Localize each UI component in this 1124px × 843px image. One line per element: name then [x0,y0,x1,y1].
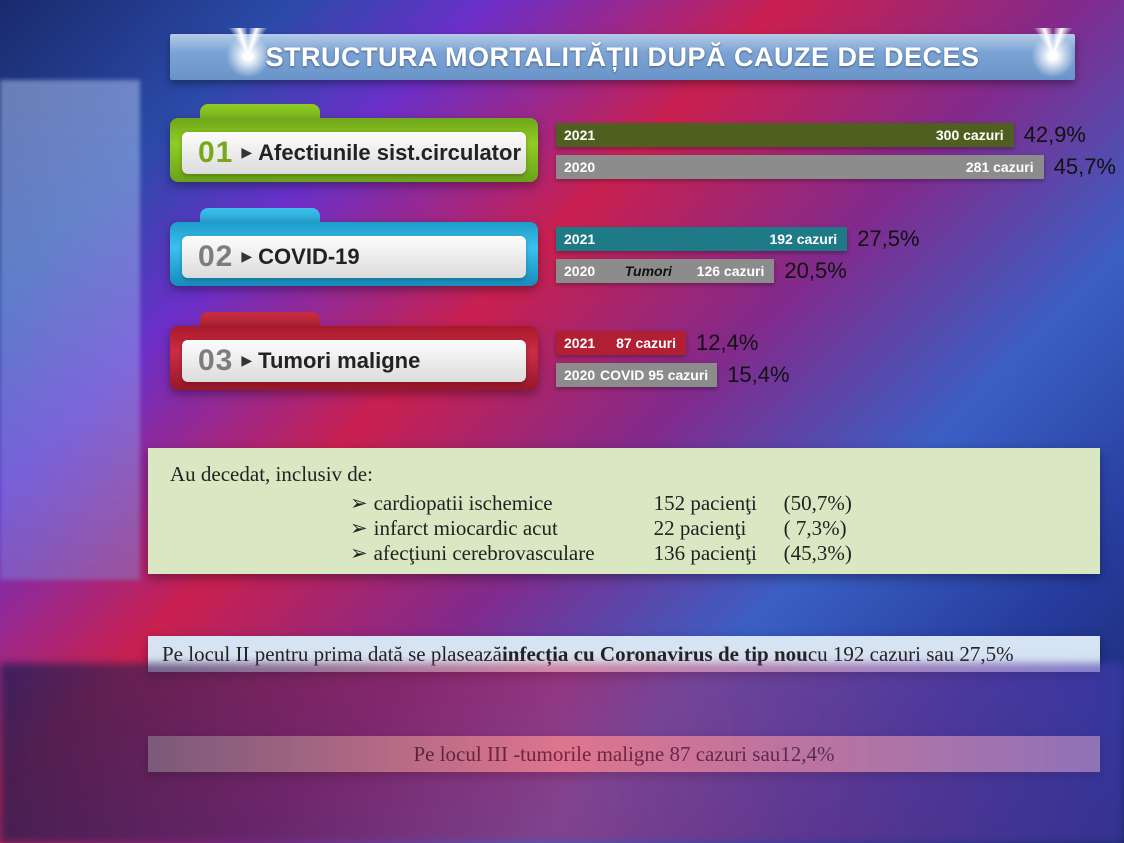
info-panel-pink: Pe locul III -tumorile maligne 87 cazuri… [148,736,1100,772]
bar-cases: 192 cazuri [769,231,847,247]
folder-inner: 01 ▶ Afectiunile sist.circulator [182,132,526,174]
info-count: 22 pacienţi [654,516,784,541]
bar-cases: 126 cazuri [697,263,775,279]
bar-2021: 2021 87 cazuri [556,331,686,355]
bar-row: 2021 300 cazuri 42,9% [556,122,1116,148]
folder-frame: 02 ▶ COVID-19 [170,222,538,286]
bullet-icon: ➢ [350,516,368,541]
bar-2020: 2020 COVID 95 cazuri [556,363,717,387]
info-panel-green: Au decedat, inclusiv de: ➢ cardiopatii i… [148,448,1100,574]
bar-year: 2020 [556,159,600,175]
bar-percent: 12,4% [696,330,758,356]
bar-year: 2020 [556,263,600,279]
bar-row: 2020 COVID 95 cazuri 15,4% [556,362,1116,388]
folder-inner: 02 ▶ COVID-19 [182,236,526,278]
bar-row: 2020 Tumori 126 cazuri 20,5% [556,258,1116,284]
bar-2020: 2020 281 cazuri [556,155,1044,179]
rank-number: 01 [198,136,233,170]
bar-percent: 27,5% [857,226,919,252]
cause-block-3: 03 ▶ Tumori maligne 2021 87 cazuri 12,4%… [170,318,1090,398]
bar-cases: 87 cazuri [616,335,686,351]
bar-year: 2020 [556,367,600,383]
sparkle-icon [220,28,276,84]
info-count: 152 pacienţi [654,491,784,516]
bar-cases: 281 cazuri [966,159,1044,175]
info-blue-bold: infecția cu Coronavirus de tip nou [502,642,808,667]
bar-cases: 300 cazuri [936,127,1014,143]
info-row: ➢ infarct miocardic acut 22 pacienţi ( 7… [350,516,1078,541]
bar-year: 2021 [556,335,600,351]
info-pct: (45,3%) [784,541,852,566]
bar-year: 2021 [556,231,600,247]
info-pct: (50,7%) [784,491,852,516]
triangle-right-icon: ▶ [241,249,252,266]
bar-2021: 2021 300 cazuri [556,123,1014,147]
folder-inner: 03 ▶ Tumori maligne [182,340,526,382]
bar-2020: 2020 Tumori 126 cazuri [556,259,774,283]
bar-percent: 45,7% [1054,154,1116,180]
bar-2021: 2021 192 cazuri [556,227,847,251]
info-blue-suffix: cu 192 cazuri sau 27,5% [808,642,1014,667]
bullet-icon: ➢ [350,541,368,566]
cause-name: COVID-19 [258,244,359,270]
bullet-icon: ➢ [350,491,368,516]
info-blue-prefix: Pe locul II pentru prima dată se plaseaz… [162,642,502,667]
info-lead: Au decedat, inclusiv de: [170,462,1078,487]
info-pct: ( 7,3%) [784,516,847,541]
bar-midlabel: Tumori [600,263,697,279]
cause-label: 01 ▶ Afectiunile sist.circulator [170,110,538,190]
cause-name: Tumori maligne [258,348,420,374]
info-panel-blue: Pe locul II pentru prima dată se plaseaz… [148,636,1100,672]
bar-row: 2021 192 cazuri 27,5% [556,226,1116,252]
bar-group: 2021 192 cazuri 27,5% 2020 Tumori 126 ca… [556,226,1116,284]
info-count: 136 pacienţi [654,541,784,566]
folder-frame: 03 ▶ Tumori maligne [170,326,538,390]
bar-percent: 20,5% [784,258,846,284]
rank-number: 02 [198,240,233,274]
page-title: STRUCTURA MORTALITĂȚII DUPĂ CAUZE DE DEC… [266,42,980,73]
cause-label: 03 ▶ Tumori maligne [170,318,538,398]
info-name: cardiopatii ischemice [374,491,654,516]
sparkle-icon [1025,28,1081,84]
info-row: ➢ afecţiuni cerebrovasculare 136 pacienţ… [350,541,1078,566]
triangle-right-icon: ▶ [241,353,252,370]
bar-group: 2021 300 cazuri 42,9% 2020 281 cazuri 45… [556,122,1116,180]
bar-percent: 42,9% [1024,122,1086,148]
info-row: ➢ cardiopatii ischemice 152 pacienţi (50… [350,491,1078,516]
rank-number: 03 [198,344,233,378]
cause-label: 02 ▶ COVID-19 [170,214,538,294]
cause-block-2: 02 ▶ COVID-19 2021 192 cazuri 27,5% 2020… [170,214,1090,294]
info-pink-text: Pe locul III -tumorile maligne 87 cazuri… [413,742,834,767]
cause-name: Afectiunile sist.circulator [258,140,521,166]
folder-frame: 01 ▶ Afectiunile sist.circulator [170,118,538,182]
title-bar: STRUCTURA MORTALITĂȚII DUPĂ CAUZE DE DEC… [170,34,1075,80]
bar-group: 2021 87 cazuri 12,4% 2020 COVID 95 cazur… [556,330,1116,388]
triangle-right-icon: ▶ [241,145,252,162]
bar-year: 2021 [556,127,600,143]
bar-row: 2020 281 cazuri 45,7% [556,154,1116,180]
bar-cases: COVID 95 cazuri [600,367,718,383]
bar-percent: 15,4% [727,362,789,388]
info-name: infarct miocardic acut [374,516,654,541]
bar-row: 2021 87 cazuri 12,4% [556,330,1116,356]
cause-block-1: 01 ▶ Afectiunile sist.circulator 2021 30… [170,110,1090,190]
info-name: afecţiuni cerebrovasculare [374,541,654,566]
